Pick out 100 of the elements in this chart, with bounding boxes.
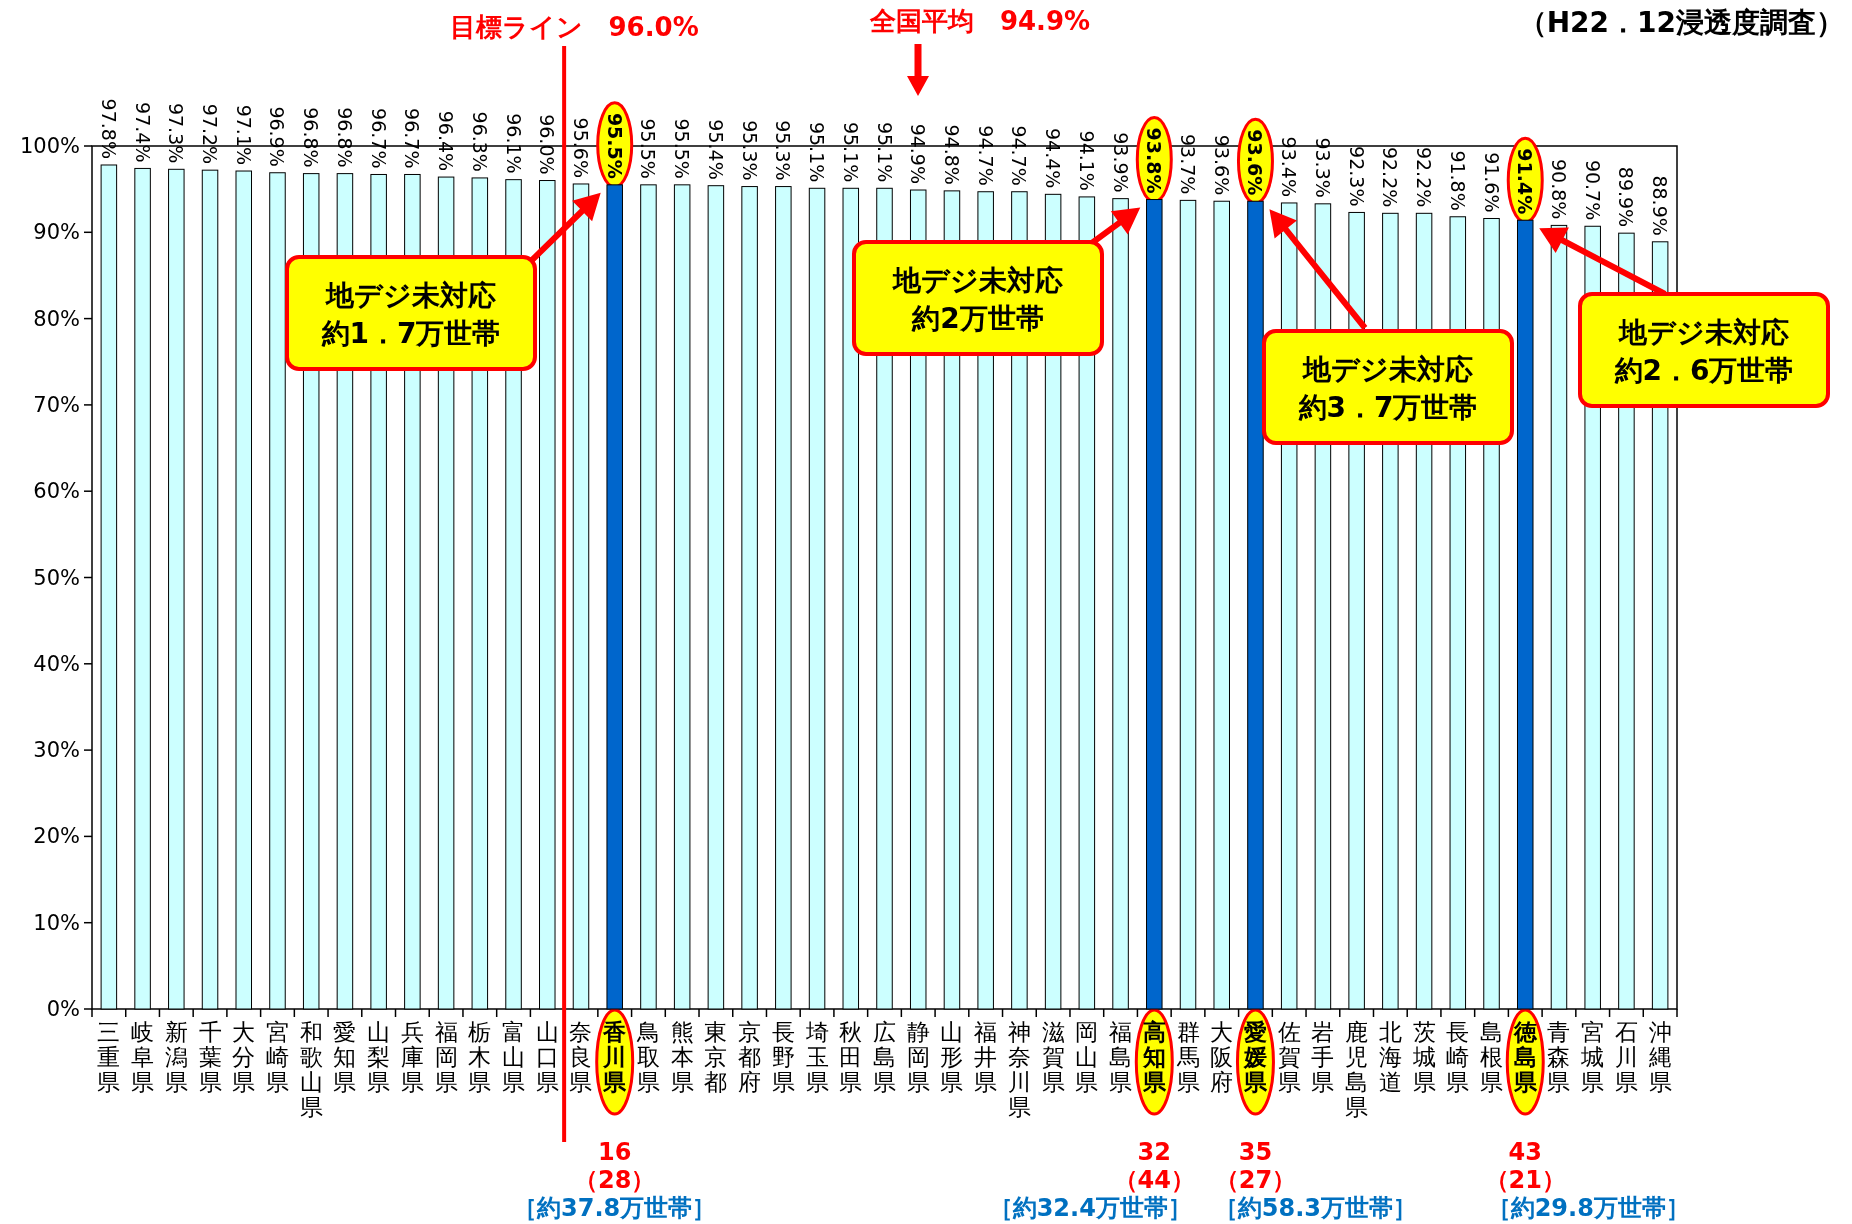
data-label: 91.6% <box>1480 152 1503 213</box>
data-label: 95.6% <box>569 117 592 178</box>
x-tick-label: 山梨県 <box>367 1019 391 1095</box>
data-label: 96.9% <box>266 106 289 167</box>
annotation: 地デジ未対応 <box>324 278 496 312</box>
x-tick-label: 三重県 <box>97 1019 121 1095</box>
annotation: 地デジ未対応 <box>891 263 1063 297</box>
y-tick-label: 70% <box>33 392 80 417</box>
data-label: 93.9% <box>1109 132 1132 193</box>
x-tick-label: 青森県 <box>1547 1019 1571 1095</box>
x-tick-label: 兵庫県 <box>400 1019 424 1095</box>
data-label: 91.4% <box>1514 148 1537 215</box>
data-label: 95.5% <box>603 112 626 179</box>
x-tick-label: 愛知県 <box>333 1019 357 1095</box>
x-tick-label: 徳島県 <box>1512 1019 1538 1095</box>
x-tick-label: 香川県 <box>602 1019 628 1095</box>
x-tick-label: 石川県 <box>1614 1019 1638 1095</box>
data-label: 94.9% <box>907 123 930 185</box>
y-tick-label: 10% <box>33 910 80 935</box>
y-tick-label: 30% <box>33 738 80 763</box>
data-label: 94.1% <box>1075 130 1098 191</box>
x-tick-label: 京都府 <box>738 1019 762 1095</box>
text: （21） <box>1484 1166 1566 1194</box>
annotation: 約2．6万世帯 <box>1613 353 1794 387</box>
annotation: 約3．7万世帯 <box>1297 390 1478 424</box>
x-tick-label: 群馬県 <box>1175 1019 1200 1095</box>
data-label: 95.1% <box>839 121 862 183</box>
text: 32 <box>1137 1138 1171 1166</box>
text: ［約32.4万世帯］ <box>988 1194 1192 1222</box>
data-label: 91.8% <box>1446 150 1469 211</box>
data-label: 95.3% <box>738 120 761 181</box>
x-tick-label: 福井県 <box>974 1019 998 1095</box>
text: 43 <box>1508 1138 1542 1166</box>
chart-subtitle: （H22．12浸透度調査） <box>1518 6 1844 39</box>
text: 35 <box>1238 1138 1273 1166</box>
data-label: 96.7% <box>401 108 424 169</box>
data-label: 88.9% <box>1649 175 1672 236</box>
x-tick-label: 高知県 <box>1141 1019 1167 1095</box>
x-tick-label: 山口県 <box>535 1019 559 1095</box>
x-tick-label: 宮崎県 <box>265 1019 289 1095</box>
x-tick-label: 岐阜県 <box>131 1019 155 1095</box>
x-tick-label: 広島県 <box>873 1019 896 1095</box>
data-label: 92.2% <box>1413 146 1436 208</box>
data-label: 95.5% <box>671 118 694 179</box>
x-tick-label: 奈良県 <box>569 1019 593 1095</box>
ref-line-label: 目標ライン 96.0% <box>449 12 699 42</box>
x-tick-label: 栃木県 <box>468 1019 492 1095</box>
y-tick-label: 60% <box>33 479 80 504</box>
data-label: 96.1% <box>502 113 525 174</box>
x-tick-label: 岡山県 <box>1075 1019 1099 1095</box>
data-label: 97.4% <box>131 102 154 163</box>
data-label: 95.3% <box>772 120 795 181</box>
x-tick-label: 富山県 <box>502 1019 526 1095</box>
x-tick-label: 山形県 <box>940 1019 964 1095</box>
data-label: 96.0% <box>536 114 559 175</box>
x-tick-label: 静岡県 <box>906 1019 930 1095</box>
annotation: 約1．7万世帯 <box>320 316 501 350</box>
data-label: 96.8% <box>300 107 323 168</box>
x-tick-label: 滋賀県 <box>1041 1019 1065 1095</box>
data-label: 93.4% <box>1278 136 1301 197</box>
data-label: 96.4% <box>435 110 458 172</box>
x-tick-label: 東京都 <box>704 1019 728 1095</box>
data-label: 94.4% <box>1042 127 1065 189</box>
x-tick-label: 福島県 <box>1109 1019 1133 1095</box>
text: ［約29.8万世帯］ <box>1486 1194 1690 1222</box>
annotation: 地デジ未対応 <box>1301 352 1473 386</box>
data-label: 94.7% <box>974 125 997 186</box>
text: 16 <box>598 1138 632 1166</box>
data-label: 95.1% <box>873 121 896 183</box>
data-label: 95.1% <box>806 121 829 183</box>
x-tick-label: 宮城県 <box>1580 1019 1605 1095</box>
data-label: 93.7% <box>1177 134 1200 195</box>
x-tick-label: 新潟県 <box>164 1019 188 1095</box>
x-tick-label: 千葉県 <box>198 1019 222 1095</box>
data-label: 97.2% <box>199 103 222 165</box>
x-tick-label: 北海道 <box>1378 1019 1402 1095</box>
y-tick-label: 0% <box>46 997 80 1021</box>
x-tick-label: 岩手県 <box>1311 1019 1335 1095</box>
x-tick-label: 熊本県 <box>670 1019 694 1095</box>
data-label: 95.5% <box>637 118 660 179</box>
x-tick-label: 福岡県 <box>434 1019 458 1095</box>
text: （44） <box>1113 1166 1195 1194</box>
data-label: 97.1% <box>232 104 255 166</box>
x-tick-label: 長崎県 <box>1446 1019 1470 1095</box>
x-tick-label: 愛媛県 <box>1242 1019 1268 1095</box>
data-label: 97.3% <box>165 102 188 164</box>
y-tick-label: 50% <box>33 565 80 590</box>
annotation: 地デジ未対応 <box>1617 315 1789 349</box>
x-tick-label: 長野県 <box>771 1019 795 1095</box>
data-label: 89.9% <box>1615 166 1638 228</box>
y-tick-label: 20% <box>33 824 80 849</box>
y-tick-label: 100% <box>19 134 80 158</box>
x-tick-label: 佐賀県 <box>1277 1019 1301 1095</box>
data-label: 95.4% <box>704 119 727 180</box>
x-tick-label: 和歌山県 <box>299 1019 323 1120</box>
data-label: 93.3% <box>1311 137 1334 198</box>
data-label: 96.7% <box>367 108 390 169</box>
data-label: 93.8% <box>1143 127 1166 194</box>
x-tick-label: 沖縄県 <box>1647 1019 1672 1095</box>
data-label: 90.8% <box>1547 159 1570 220</box>
